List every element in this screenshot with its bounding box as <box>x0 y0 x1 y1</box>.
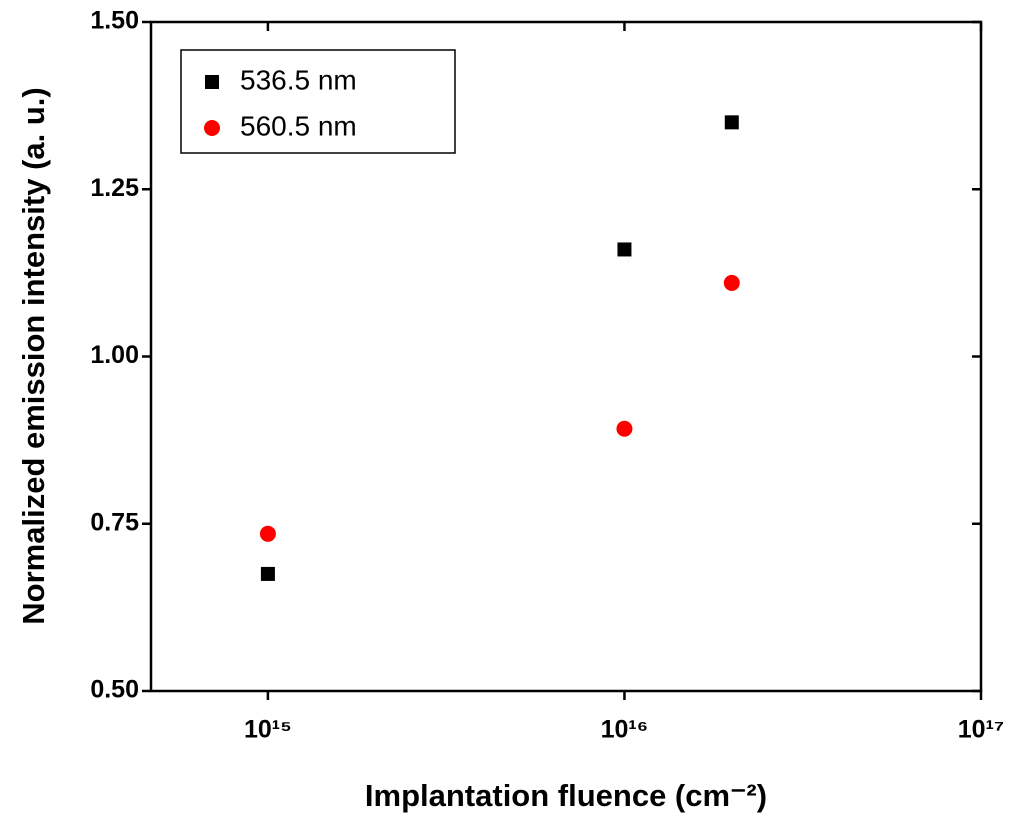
y-axis-label: Normalized emission intensity (a. u.) <box>16 87 51 624</box>
legend-marker <box>204 120 220 136</box>
legend-label: 536.5 nm <box>240 64 357 95</box>
y-tick-label: 1.50 <box>90 7 139 35</box>
point <box>723 274 740 291</box>
x-tick-label: 10¹⁶ <box>601 716 649 744</box>
x-tick-label: 10¹⁷ <box>958 716 1004 744</box>
legend-marker <box>205 75 219 89</box>
x-tick-label: 10¹⁵ <box>244 716 292 744</box>
y-tick-label: 0.75 <box>90 508 139 536</box>
y-tick-label: 1.25 <box>90 174 139 202</box>
point <box>724 115 739 130</box>
legend-box <box>180 49 456 154</box>
y-tick-label: 1.00 <box>90 341 139 369</box>
legend-label: 560.5 nm <box>240 110 357 141</box>
point <box>259 525 276 542</box>
x-axis-label: Implantation fluence (cm⁻²) <box>365 778 767 813</box>
point <box>616 420 633 437</box>
point <box>617 242 632 257</box>
point <box>260 566 275 581</box>
y-tick-label: 0.50 <box>90 676 139 704</box>
